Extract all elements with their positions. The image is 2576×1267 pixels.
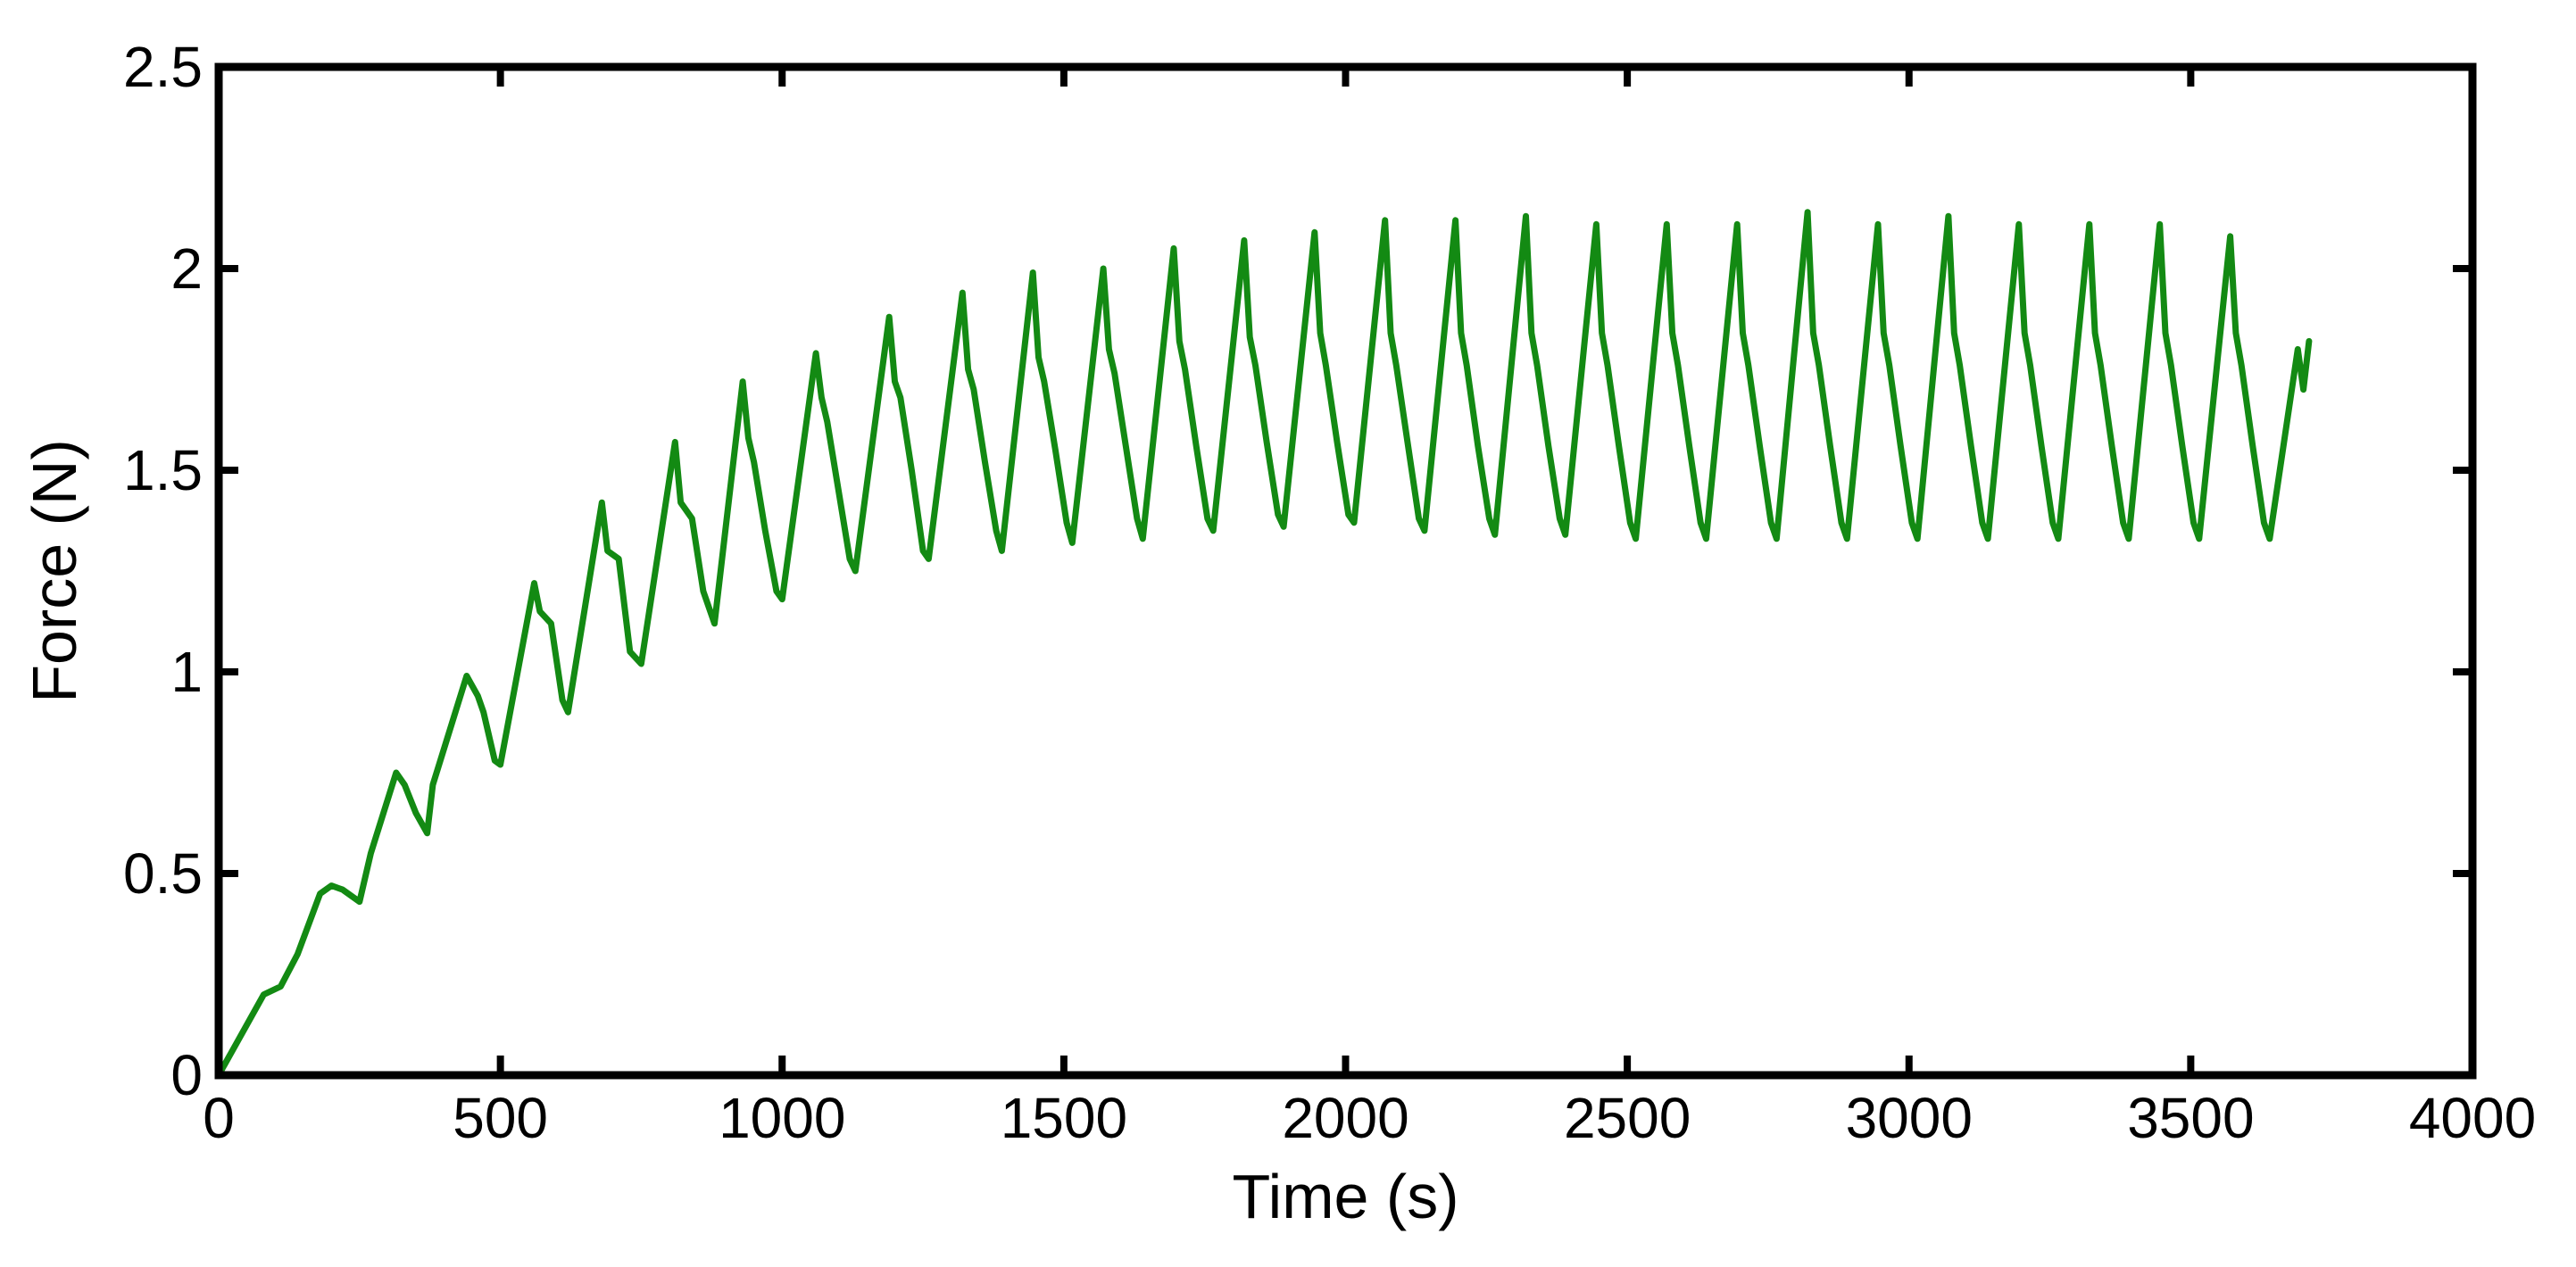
plot-frame (214, 62, 2477, 1080)
x-tick-label: 1000 (719, 1086, 845, 1150)
y-tick-label: 2.5 (123, 35, 203, 99)
x-tick-label: 500 (453, 1086, 548, 1150)
x-tick-label: 2000 (1282, 1086, 1408, 1150)
x-tick-label: 0 (203, 1086, 235, 1150)
y-tick-label: 1.5 (123, 438, 203, 502)
x-tick-label: 4000 (2409, 1086, 2536, 1150)
y-tick-label: 0.5 (123, 841, 203, 906)
y-axis-label: Force (N) (20, 439, 89, 703)
y-tick-label: 1 (170, 640, 203, 704)
x-tick-label: 3000 (1846, 1086, 1973, 1150)
y-tick-label: 0 (170, 1043, 203, 1107)
series-line-force (215, 209, 2313, 1079)
x-tick-label: 1500 (1001, 1086, 1127, 1150)
y-tick-label: 2 (170, 236, 203, 301)
x-tick-label: 2500 (1564, 1086, 1691, 1150)
x-axis-label: Time (s) (1232, 1162, 1458, 1231)
x-tick-label: 3500 (2127, 1086, 2254, 1150)
